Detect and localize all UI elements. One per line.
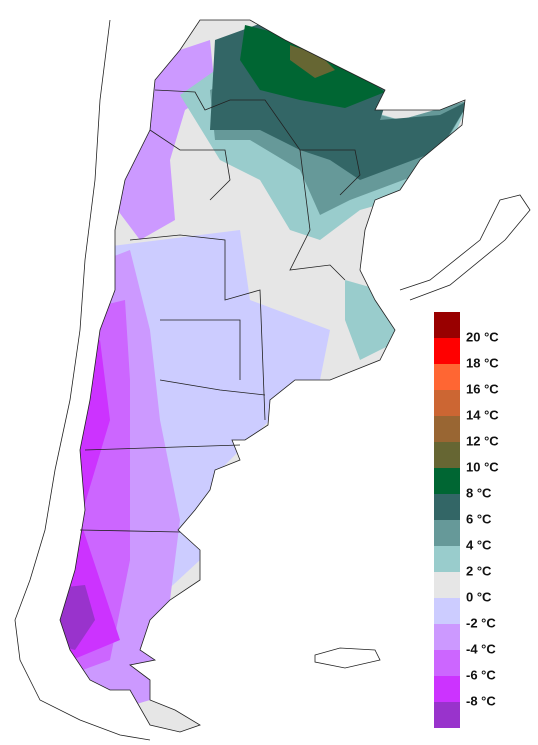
legend-swatch bbox=[434, 702, 460, 728]
legend-label: 6 °C bbox=[466, 511, 492, 526]
legend-label: 0 °C bbox=[466, 589, 492, 604]
legend-label: 8 °C bbox=[466, 485, 492, 500]
legend-label: -6 °C bbox=[466, 667, 496, 682]
legend-swatch bbox=[434, 312, 460, 338]
legend-swatch bbox=[434, 364, 460, 390]
legend-label: 14 °C bbox=[466, 407, 499, 422]
legend-swatch bbox=[434, 468, 460, 494]
legend-swatch bbox=[434, 338, 460, 364]
legend-label: -2 °C bbox=[466, 615, 496, 630]
legend-label: 18 °C bbox=[466, 355, 499, 370]
legend-swatch bbox=[434, 624, 460, 650]
legend-label: -8 °C bbox=[466, 693, 496, 708]
legend-label: 4 °C bbox=[466, 537, 492, 552]
legend-swatch bbox=[434, 416, 460, 442]
zone-10-12 bbox=[290, 45, 335, 78]
legend-swatch bbox=[434, 390, 460, 416]
legend-swatch bbox=[434, 494, 460, 520]
legend-label: 12 °C bbox=[466, 433, 499, 448]
legend: 20 °C 18 °C 16 °C 14 °C 12 °C 10 °C 8 °C 6 °C 4 … bbox=[434, 312, 499, 728]
legend-label: 20 °C bbox=[466, 329, 499, 344]
legend-swatch bbox=[434, 650, 460, 676]
legend-swatch bbox=[434, 572, 460, 598]
legend-label: -4 °C bbox=[466, 641, 496, 656]
legend-label: 16 °C bbox=[466, 381, 499, 396]
legend-label: 10 °C bbox=[466, 459, 499, 474]
chile-coast bbox=[14, 19, 531, 741]
legend-swatch bbox=[434, 546, 460, 572]
legend-swatch bbox=[434, 520, 460, 546]
legend-swatch bbox=[434, 598, 460, 624]
zone-2-4-coast bbox=[345, 280, 400, 360]
zone-below-minus8 bbox=[60, 585, 95, 650]
province-borders bbox=[59, 19, 466, 733]
legend-swatch bbox=[434, 676, 460, 702]
legend-swatch bbox=[434, 442, 460, 468]
legend-label: 2 °C bbox=[466, 563, 492, 578]
